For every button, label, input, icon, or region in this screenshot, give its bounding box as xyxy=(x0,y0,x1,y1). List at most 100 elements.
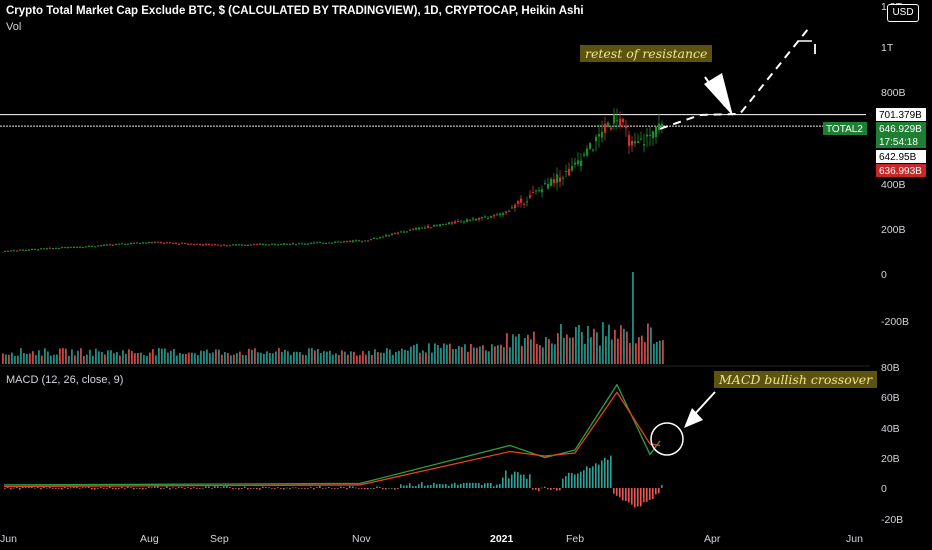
currency-button[interactable]: USD xyxy=(887,4,919,22)
candle-body xyxy=(643,144,646,146)
volume-bar xyxy=(500,344,502,364)
volume-bar xyxy=(377,352,379,364)
histogram-bar xyxy=(289,488,291,490)
chart-title: Crypto Total Market Cap Exclude BTC, $ (… xyxy=(6,5,584,17)
volume-bar xyxy=(239,351,241,364)
candle-body xyxy=(388,235,391,237)
volume-bar xyxy=(167,352,169,364)
histogram-bar xyxy=(649,488,651,500)
histogram-bar xyxy=(469,482,471,488)
histogram-bar xyxy=(454,482,456,488)
histogram-bar xyxy=(559,488,561,491)
histogram-bar xyxy=(334,488,336,489)
histogram-bar xyxy=(613,488,615,494)
histogram-bar xyxy=(508,478,510,488)
histogram-bar xyxy=(529,474,531,488)
volume-bar xyxy=(218,349,220,364)
histogram-bar xyxy=(259,488,261,490)
candle-body xyxy=(505,211,508,213)
histogram-bar xyxy=(376,486,378,488)
candle-body xyxy=(553,179,556,184)
candle-body xyxy=(178,243,181,245)
histogram-bar xyxy=(373,488,375,490)
volume-bar xyxy=(161,348,163,364)
histogram-bar xyxy=(358,488,360,489)
candle-body xyxy=(58,248,61,250)
histogram-bar xyxy=(253,487,255,489)
histogram-bar xyxy=(301,488,303,489)
candle-body xyxy=(184,242,187,244)
volume-bar xyxy=(8,354,10,364)
candle-body xyxy=(400,231,403,233)
symbol-tag-bg xyxy=(823,122,867,135)
volume-bar xyxy=(629,343,631,364)
candle-body xyxy=(412,228,415,230)
volume-bar xyxy=(185,353,187,364)
volume-bar xyxy=(455,348,457,364)
volume-bar xyxy=(356,355,358,364)
volume-bar xyxy=(77,350,79,364)
histogram-bar xyxy=(415,485,417,488)
histogram-bar xyxy=(100,487,102,488)
histogram-bar xyxy=(514,471,516,488)
histogram-bar xyxy=(553,488,555,489)
candle-body xyxy=(445,223,448,225)
histogram-bar xyxy=(436,484,438,488)
histogram-bar xyxy=(118,488,120,489)
candle-body xyxy=(484,216,487,218)
volume-bar xyxy=(23,353,25,364)
volume-bar xyxy=(260,352,262,364)
histogram-bar xyxy=(445,484,447,488)
histogram-bar xyxy=(187,487,189,488)
candle-body xyxy=(355,240,358,242)
symbol-tag: TOTAL2 xyxy=(826,124,863,135)
volume-bar xyxy=(209,353,211,364)
candle-body xyxy=(67,247,70,249)
volume-y-tick: -200B xyxy=(881,316,909,328)
volume-bar xyxy=(107,350,109,364)
candle-body xyxy=(655,126,658,137)
candle-body xyxy=(487,217,490,219)
histogram-bar xyxy=(205,486,207,488)
candle-body xyxy=(448,222,451,225)
candle-body xyxy=(97,245,100,247)
histogram-bar xyxy=(64,487,66,488)
candle-body xyxy=(265,244,268,246)
crossover-circle xyxy=(650,422,684,456)
candle-body xyxy=(94,246,97,248)
volume-bar xyxy=(362,351,364,364)
histogram-bar xyxy=(409,483,411,488)
histogram-bar xyxy=(328,486,330,488)
candle-body xyxy=(154,242,157,244)
volume-bars xyxy=(2,272,664,364)
volume-bar xyxy=(257,352,259,364)
volume-bar xyxy=(314,350,316,364)
candle-body xyxy=(37,249,40,251)
volume-bar xyxy=(503,347,505,364)
candle-body xyxy=(403,231,406,233)
volume-bar xyxy=(152,349,154,364)
volume-bar xyxy=(452,349,454,364)
histogram-bar xyxy=(172,487,174,489)
volume-bar xyxy=(104,354,106,364)
volume-bar xyxy=(638,337,640,364)
candle-body xyxy=(139,243,142,245)
volume-bar xyxy=(266,351,268,364)
candle-body xyxy=(574,162,577,165)
candle-body xyxy=(109,244,112,246)
histogram-bar xyxy=(655,488,657,495)
candle-body xyxy=(562,177,565,179)
candle-body xyxy=(82,246,85,248)
candle-body xyxy=(451,222,454,224)
volume-bar xyxy=(263,353,265,364)
histogram-bar xyxy=(430,485,432,488)
candle-body xyxy=(334,241,337,243)
candle-body xyxy=(490,215,493,218)
candle-body xyxy=(121,243,124,245)
y-tick-0: 0 xyxy=(881,269,887,281)
candle-body xyxy=(523,203,526,205)
histogram-bar xyxy=(586,466,588,488)
histogram-bar xyxy=(148,486,150,488)
histogram-bar xyxy=(115,488,117,490)
